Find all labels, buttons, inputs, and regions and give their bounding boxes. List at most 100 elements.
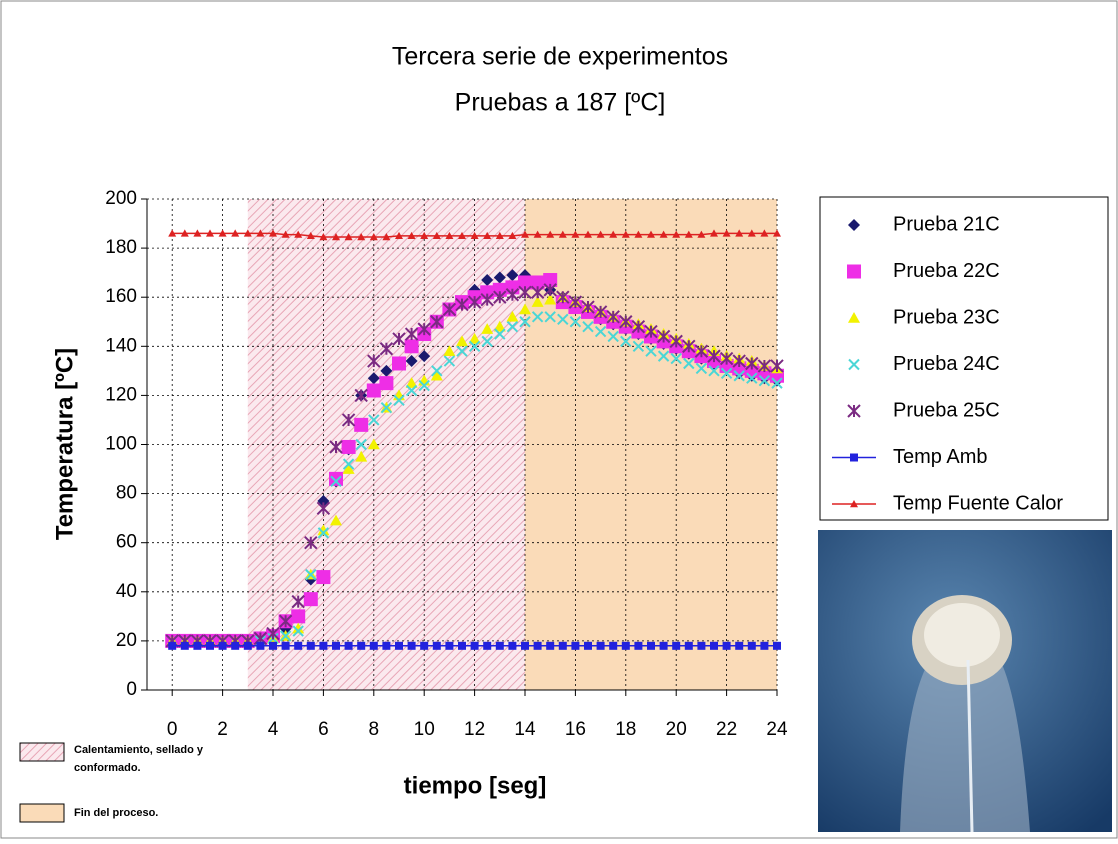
point xyxy=(193,642,201,650)
point xyxy=(181,642,189,650)
point xyxy=(597,642,605,650)
point xyxy=(697,642,705,650)
legend-label: Prueba 21C xyxy=(893,213,1000,235)
x-tick-label: 6 xyxy=(318,719,329,740)
y-tick-label: 100 xyxy=(105,434,137,455)
point xyxy=(760,642,768,650)
y-tick-label: 80 xyxy=(116,483,137,504)
point xyxy=(168,642,176,650)
x-tick-label: 4 xyxy=(268,719,279,740)
x-tick-label: 0 xyxy=(167,719,178,740)
point xyxy=(748,642,756,650)
point xyxy=(622,642,630,650)
legend-label: Temp Amb xyxy=(893,446,987,468)
chart-title: Tercera serie de experimentos xyxy=(392,43,728,71)
y-tick-label: 160 xyxy=(105,286,137,307)
point xyxy=(723,642,731,650)
x-tick-label: 8 xyxy=(369,719,380,740)
point xyxy=(329,472,343,486)
point xyxy=(433,642,441,650)
point xyxy=(379,376,393,390)
y-tick-label: 200 xyxy=(105,188,137,209)
legend-label: Prueba 22C xyxy=(893,260,1000,282)
y-tick-label: 120 xyxy=(105,384,137,405)
y-tick-label: 60 xyxy=(116,532,137,553)
region-label: Fin del proceso. xyxy=(74,807,158,819)
point xyxy=(672,642,680,650)
point xyxy=(445,642,453,650)
point xyxy=(685,642,693,650)
point xyxy=(647,642,655,650)
point xyxy=(521,642,529,650)
point xyxy=(571,642,579,650)
region-label-line: conformado. xyxy=(74,762,141,774)
photo xyxy=(818,530,1112,832)
x-tick-label: 2 xyxy=(217,719,228,740)
legend-label: Prueba 24C xyxy=(893,353,1000,375)
y-tick-label: 180 xyxy=(105,237,137,258)
legend-label: Prueba 25C xyxy=(893,399,1000,421)
point xyxy=(735,642,743,650)
region-swatch xyxy=(20,804,64,822)
point xyxy=(231,642,239,650)
point xyxy=(291,609,305,623)
point xyxy=(319,642,327,650)
point xyxy=(559,642,567,650)
point xyxy=(546,642,554,650)
point xyxy=(471,642,479,650)
point xyxy=(282,642,290,650)
point xyxy=(345,642,353,650)
point xyxy=(850,454,858,462)
x-tick-label: 16 xyxy=(565,719,586,740)
y-tick-label: 0 xyxy=(126,679,137,700)
point xyxy=(294,642,302,650)
y-tick-label: 40 xyxy=(116,581,137,602)
chart-subtitle: Pruebas a 187 [ºC] xyxy=(455,89,666,117)
point xyxy=(307,642,315,650)
x-tick-label: 20 xyxy=(666,719,687,740)
x-tick-label: 14 xyxy=(514,719,536,740)
legend-label: Temp Fuente Calor xyxy=(893,492,1063,514)
point xyxy=(408,642,416,650)
point xyxy=(354,418,368,432)
y-tick-label: 140 xyxy=(105,335,137,356)
point xyxy=(342,440,356,454)
x-axis-label: tiempo [seg] xyxy=(404,772,547,799)
x-tick-label: 18 xyxy=(615,719,636,740)
point xyxy=(206,642,214,650)
x-tick-label: 10 xyxy=(414,719,435,740)
point xyxy=(508,642,516,650)
point xyxy=(405,339,419,353)
point xyxy=(496,642,504,650)
point xyxy=(316,570,330,584)
point xyxy=(392,356,406,370)
point xyxy=(269,642,277,650)
point xyxy=(370,642,378,650)
point xyxy=(458,642,466,650)
point xyxy=(382,642,390,650)
point xyxy=(357,642,365,650)
x-tick-label: 22 xyxy=(716,719,737,740)
point xyxy=(609,642,617,650)
region-swatch xyxy=(20,743,64,761)
point xyxy=(219,642,227,650)
point xyxy=(244,642,252,650)
point xyxy=(420,642,428,650)
point xyxy=(367,383,381,397)
point xyxy=(395,642,403,650)
point xyxy=(332,642,340,650)
point xyxy=(847,265,861,279)
y-tick-label: 20 xyxy=(116,630,137,651)
chart: Tercera serie de experimentos Pruebas a … xyxy=(0,0,1118,839)
point xyxy=(710,642,718,650)
legend-label: Prueba 23C xyxy=(893,306,1000,328)
y-axis-label: Temperatura [ºC] xyxy=(51,348,78,540)
region-label-line: Calentamiento, sellado y xyxy=(74,744,204,756)
point xyxy=(634,642,642,650)
x-tick-label: 24 xyxy=(766,719,788,740)
point xyxy=(304,592,318,606)
point xyxy=(534,642,542,650)
point xyxy=(483,642,491,650)
x-tick-label: 12 xyxy=(464,719,485,740)
point xyxy=(256,642,264,650)
